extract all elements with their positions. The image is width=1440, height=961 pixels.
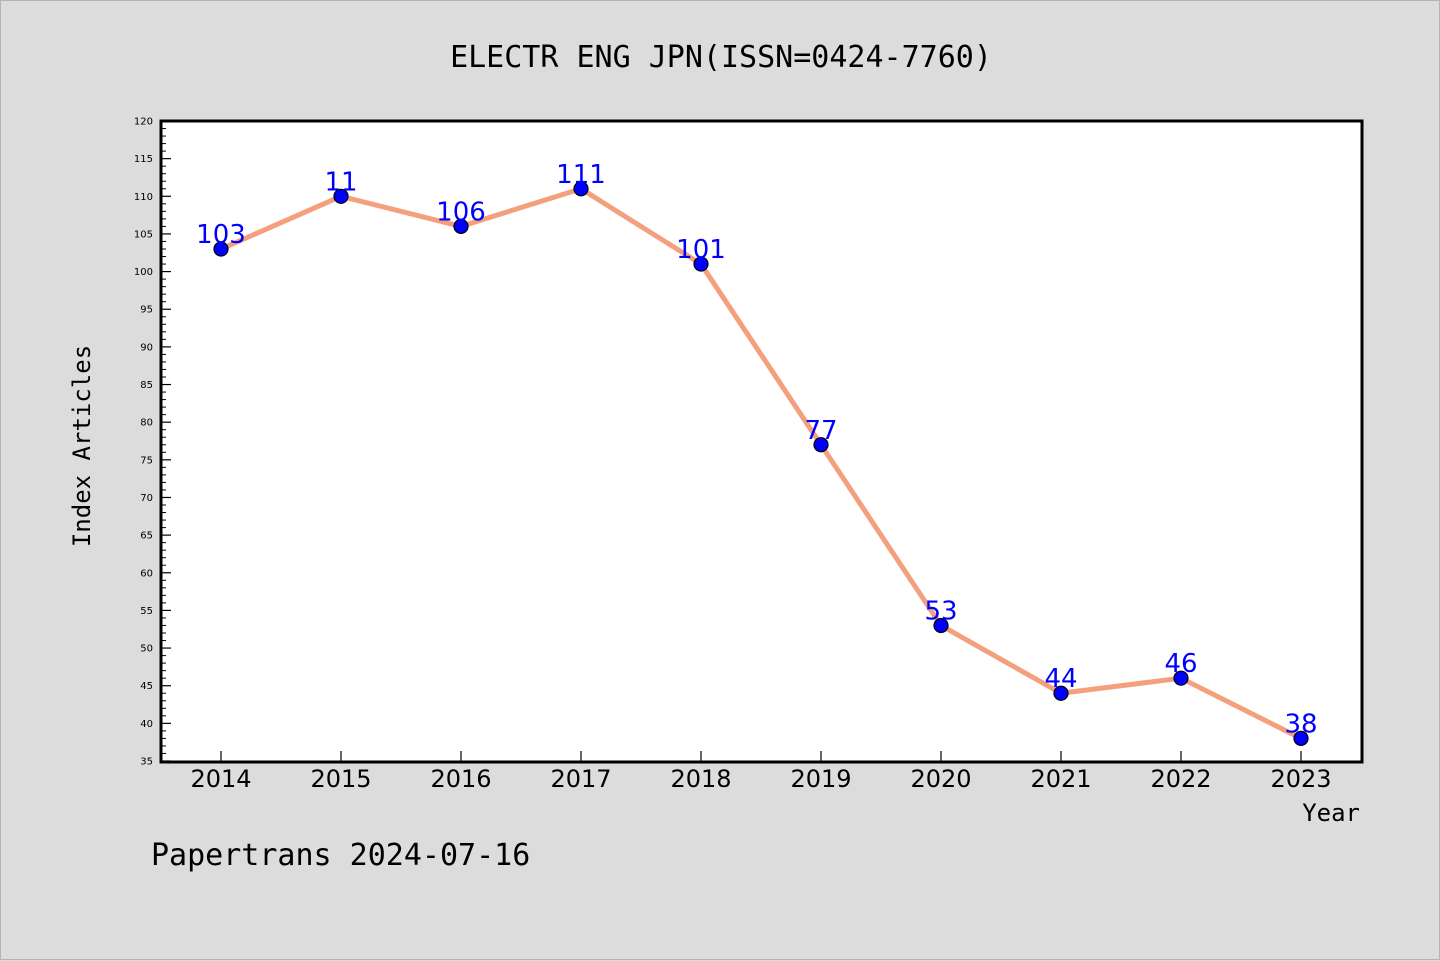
y-tick-label: 40 bbox=[140, 719, 153, 730]
y-axis: 35 40 45 50 55 60 65 70 75 80 85 90 95 100 105 110 115 12… bbox=[134, 117, 171, 768]
x-tick-label: 2014 bbox=[190, 765, 251, 793]
y-tick-label: 100 bbox=[134, 267, 153, 278]
x-tick-label: 2018 bbox=[670, 765, 731, 793]
footer-credit: Papertrans 2024-07-16 bbox=[151, 838, 530, 873]
y-tick-label: 70 bbox=[140, 493, 153, 504]
y-tick-label: 90 bbox=[140, 342, 153, 353]
data-labels: 103 11 106 111 101 77 53 44 46 38 bbox=[196, 160, 1317, 740]
data-point bbox=[1053, 685, 1069, 701]
y-tick-label: 110 bbox=[134, 192, 153, 203]
y-axis-title: Index Articles bbox=[68, 345, 96, 547]
y-tick-label: 50 bbox=[140, 644, 153, 655]
x-tick-label: 2019 bbox=[790, 765, 851, 793]
data-point bbox=[333, 188, 349, 204]
data-point bbox=[1293, 730, 1309, 747]
x-tick-label: 2021 bbox=[1030, 765, 1091, 793]
data-label: 77 bbox=[804, 416, 837, 446]
data-label: 46 bbox=[1164, 649, 1197, 679]
data-label: 11 bbox=[324, 167, 357, 197]
plot-area bbox=[159, 119, 1364, 764]
x-tick-label: 2020 bbox=[910, 765, 971, 793]
data-point bbox=[1173, 670, 1189, 686]
data-label: 44 bbox=[1044, 664, 1077, 694]
y-tick-label: 115 bbox=[134, 154, 153, 165]
y-tick-label: 95 bbox=[140, 305, 153, 316]
data-point bbox=[213, 241, 229, 257]
y-tick-label: 60 bbox=[140, 568, 153, 579]
y-tick-label: 85 bbox=[140, 380, 153, 391]
data-point bbox=[573, 181, 589, 197]
y-tick-label: 55 bbox=[140, 606, 153, 617]
chart-title: ELECTR ENG JPN(ISSN=0424-7760) bbox=[450, 40, 992, 75]
x-tick-label: 2015 bbox=[310, 765, 371, 793]
y-tick-label: 35 bbox=[140, 757, 153, 768]
data-point bbox=[453, 218, 469, 235]
x-tick-label: 2017 bbox=[550, 765, 611, 793]
data-points bbox=[213, 181, 1309, 747]
x-axis: 2014 2015 2016 2017 2018 2019 2020 2021 2022 2023 bbox=[190, 751, 1332, 793]
data-label: 103 bbox=[196, 220, 246, 250]
data-label: 53 bbox=[924, 596, 957, 626]
data-point bbox=[693, 256, 709, 272]
y-tick-label: 105 bbox=[134, 229, 153, 240]
y-tick-label: 80 bbox=[140, 418, 153, 429]
data-label: 111 bbox=[556, 160, 606, 190]
series-line bbox=[219, 186, 1303, 741]
y-tick-label: 45 bbox=[140, 681, 153, 692]
y-tick-label: 65 bbox=[140, 531, 153, 542]
x-tick-label: 2023 bbox=[1270, 765, 1331, 793]
y-tick-label: 120 bbox=[134, 117, 153, 128]
data-label: 106 bbox=[436, 197, 486, 227]
y-tick-label: 75 bbox=[140, 455, 153, 466]
data-point bbox=[813, 437, 829, 453]
x-tick-label: 2016 bbox=[430, 765, 491, 793]
x-axis-title: Year bbox=[1302, 799, 1360, 827]
data-label: 101 bbox=[676, 235, 726, 265]
data-label: 38 bbox=[1284, 709, 1317, 739]
data-point bbox=[933, 617, 949, 634]
x-tick-label: 2022 bbox=[1150, 765, 1211, 793]
